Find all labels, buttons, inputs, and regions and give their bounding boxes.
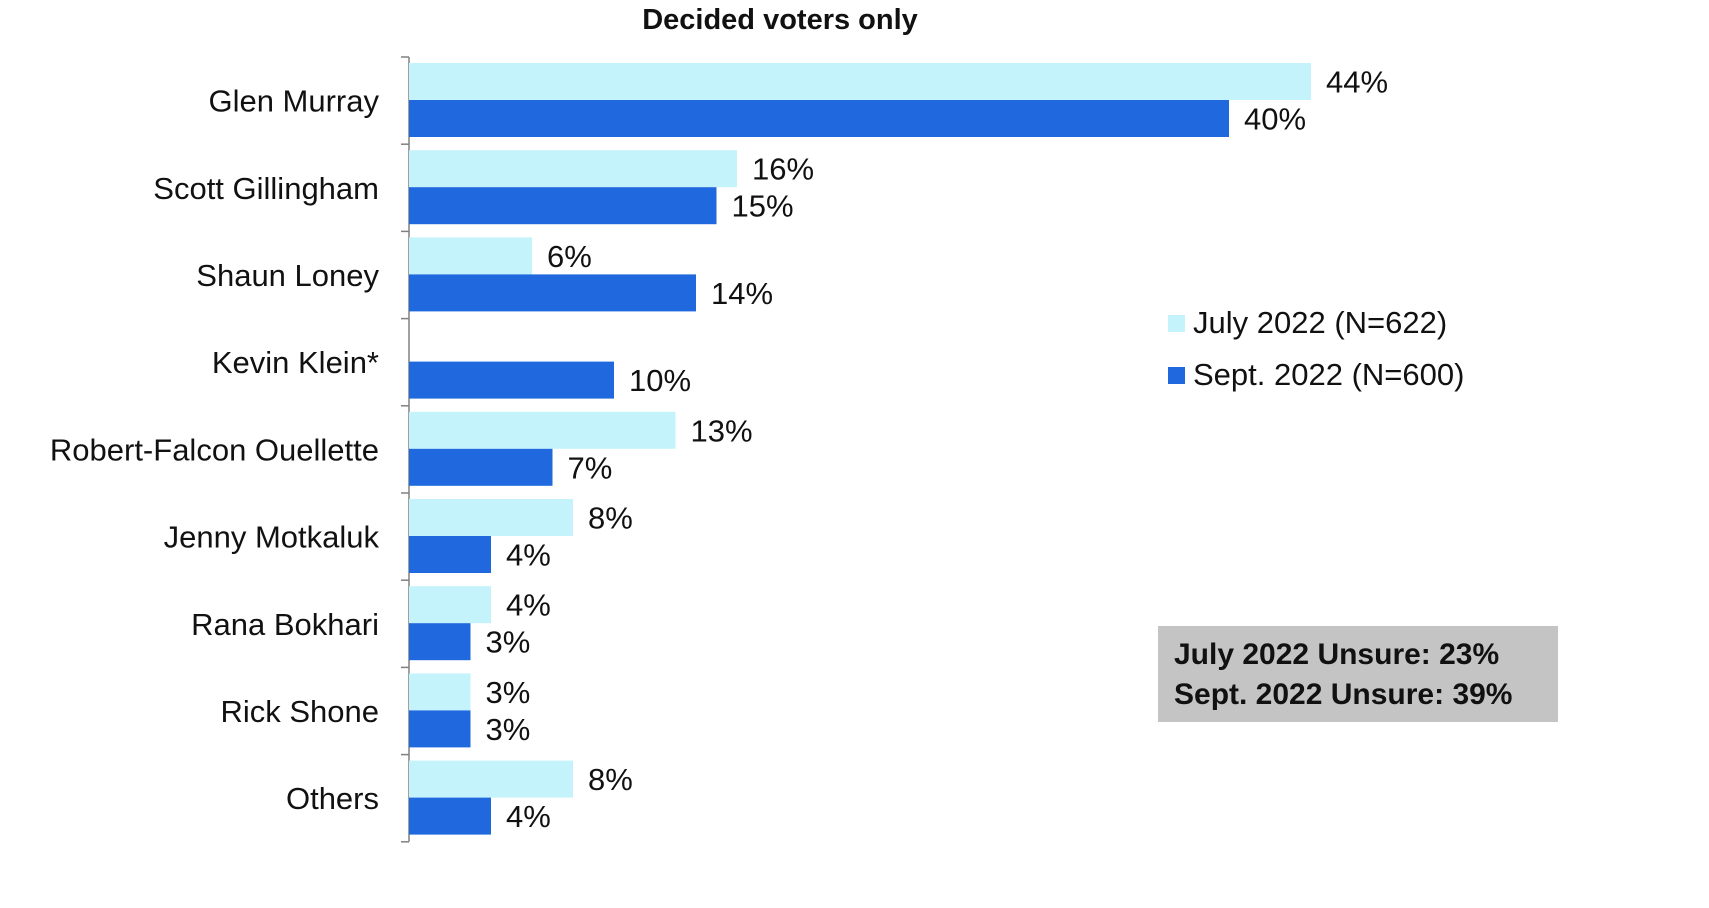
- category-label: Scott Gillingham: [153, 171, 379, 206]
- unsure-note-sept: Sept. 2022 Unsure: 39%: [1174, 678, 1513, 711]
- data-label: 6%: [547, 239, 592, 274]
- category-label: Others: [286, 781, 379, 816]
- data-label: 15%: [732, 189, 794, 224]
- bar-sept: [409, 448, 553, 486]
- data-label: 44%: [1326, 65, 1388, 100]
- data-label: 8%: [588, 501, 633, 536]
- data-label: 3%: [486, 625, 531, 660]
- data-label: 10%: [629, 363, 691, 398]
- legend-swatch-july: [1168, 314, 1185, 332]
- legend-item-sept: Sept. 2022 (N=600): [1168, 357, 1464, 393]
- data-label: 13%: [691, 413, 753, 448]
- bar-july: [409, 411, 676, 449]
- data-label: 16%: [752, 152, 814, 187]
- bar-sept: [409, 274, 696, 312]
- category-label: Robert-Falcon Ouellette: [50, 432, 379, 467]
- bar-july: [409, 150, 737, 188]
- bar-sept: [409, 100, 1229, 137]
- bar-july: [409, 760, 573, 798]
- data-label: 40%: [1244, 102, 1306, 137]
- data-label: 14%: [711, 276, 773, 311]
- category-label: Rick Shone: [220, 694, 379, 729]
- unsure-note-july: July 2022 Unsure: 23%: [1174, 638, 1500, 671]
- category-label: Kevin Klein*: [212, 345, 379, 380]
- category-label: Shaun Loney: [196, 258, 379, 293]
- data-label: 7%: [568, 450, 613, 485]
- data-label: 4%: [506, 588, 551, 623]
- bar-july: [409, 63, 1311, 100]
- legend-swatch-sept: [1168, 366, 1185, 384]
- data-label: 4%: [506, 799, 551, 834]
- bar-sept: [409, 187, 717, 225]
- bar-july: [409, 586, 491, 624]
- bar-sept: [409, 536, 491, 573]
- bar-sept: [409, 623, 471, 661]
- bar-july: [409, 673, 471, 711]
- bar-july: [409, 499, 573, 536]
- category-label: Rana Bokhari: [191, 607, 379, 642]
- legend-label-july: July 2022 (N=622): [1193, 305, 1448, 340]
- bar-sept: [409, 710, 471, 748]
- category-label: Jenny Motkaluk: [164, 520, 380, 555]
- data-label: 3%: [486, 675, 531, 710]
- legend: July 2022 (N=622) Sept. 2022 (N=600): [1168, 305, 1464, 409]
- bar-sept: [409, 797, 491, 835]
- chart-title: Decided voters only: [642, 4, 918, 36]
- unsure-note-box: July 2022 Unsure: 23% Sept. 2022 Unsure:…: [1158, 626, 1558, 722]
- category-label: Glen Murray: [208, 84, 379, 119]
- legend-item-july: July 2022 (N=622): [1168, 305, 1464, 341]
- legend-label-sept: Sept. 2022 (N=600): [1193, 357, 1465, 392]
- bar-july: [409, 237, 532, 275]
- bar-sept: [409, 361, 614, 399]
- data-label: 4%: [506, 538, 551, 573]
- data-label: 3%: [486, 712, 531, 747]
- data-label: 8%: [588, 762, 633, 797]
